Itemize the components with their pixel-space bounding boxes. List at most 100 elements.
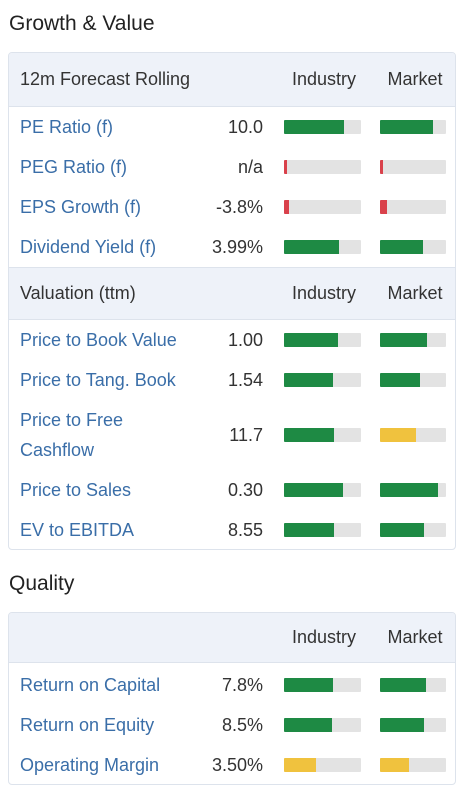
market-rank-fill — [380, 678, 427, 692]
section-title-growth-value: Growth & Value — [9, 12, 155, 35]
group-label: Valuation (ttm) — [20, 283, 136, 303]
market-rank-bar — [380, 523, 446, 537]
metric-value: 8.55 — [227, 519, 263, 540]
industry-rank-bar — [284, 718, 361, 732]
metric-row-price-to-tang-book: Price to Tang. Book 1.54 — [9, 360, 455, 400]
metric-value: 1.00 — [227, 329, 263, 350]
market-rank-fill — [380, 523, 425, 537]
industry-rank-fill — [284, 758, 317, 772]
metric-link[interactable]: Return on Equity — [20, 715, 155, 735]
metric-row-operating-margin: Operating Margin 3.50% — [9, 745, 455, 784]
industry-rank-bar — [284, 333, 361, 347]
growth-value-card: 12m Forecast Rolling Industry Market PE … — [8, 52, 456, 550]
industry-rank-fill — [284, 160, 288, 174]
industry-rank-fill — [284, 240, 340, 254]
metric-link[interactable]: Dividend Yield (f) — [20, 237, 157, 257]
quality-card: Industry Market Return on Capital 7.8% R… — [8, 612, 456, 785]
metric-row-price-to-free-cashflow: Price to Free Cashflow 11.7 — [9, 400, 455, 470]
industry-rank-bar — [284, 160, 361, 174]
market-rank-bar — [380, 678, 446, 692]
industry-rank-fill — [284, 483, 344, 497]
market-rank-fill — [380, 483, 439, 497]
metric-row-dividend-yield: Dividend Yield (f) 3.99% — [9, 227, 455, 267]
metric-value: 3.99% — [211, 236, 263, 257]
industry-rank-bar — [284, 678, 361, 692]
metric-link[interactable]: Return on Capital — [20, 675, 161, 695]
metric-value: 10.0 — [227, 116, 263, 137]
metric-value: n/a — [237, 156, 263, 177]
market-column-header: Market — [387, 69, 443, 89]
industry-rank-bar — [284, 373, 361, 387]
metric-value: 0.30 — [227, 479, 263, 500]
metric-row-price-to-sales: Price to Sales 0.30 — [9, 470, 455, 510]
metric-row-peg-ratio: PEG Ratio (f) n/a — [9, 147, 455, 187]
market-rank-fill — [380, 373, 421, 387]
market-rank-bar — [380, 373, 446, 387]
metric-value: 1.54 — [227, 369, 263, 390]
industry-rank-fill — [284, 428, 335, 442]
industry-column-header: Industry — [291, 627, 357, 647]
metric-value: 8.5% — [221, 714, 263, 735]
industry-rank-bar — [284, 483, 361, 497]
industry-rank-fill — [284, 718, 332, 732]
industry-rank-bar — [284, 200, 361, 214]
market-rank-bar — [380, 483, 446, 497]
market-rank-fill — [380, 333, 427, 347]
market-rank-fill — [380, 240, 423, 254]
industry-rank-bar — [284, 120, 361, 134]
metric-link[interactable]: PE Ratio (f) — [20, 117, 114, 137]
group-header-valuation: Valuation (ttm) Industry Market — [9, 267, 455, 320]
market-rank-bar — [380, 240, 446, 254]
group-header-forecast: 12m Forecast Rolling Industry Market — [9, 53, 455, 107]
market-rank-bar — [380, 428, 446, 442]
metric-row-eps-growth: EPS Growth (f) -3.8% — [9, 187, 455, 227]
metric-row-ev-to-ebitda: EV to EBITDA 8.55 — [9, 510, 455, 549]
metric-value: 7.8% — [221, 674, 263, 695]
market-rank-bar — [380, 200, 446, 214]
industry-column-header: Industry — [291, 283, 357, 303]
industry-rank-fill — [284, 373, 333, 387]
section-title-quality: Quality — [9, 572, 75, 595]
industry-rank-bar — [284, 240, 361, 254]
market-column-header: Market — [387, 627, 443, 647]
market-rank-fill — [380, 718, 425, 732]
market-rank-fill — [380, 200, 387, 214]
market-rank-fill — [380, 428, 417, 442]
industry-rank-fill — [284, 523, 335, 537]
industry-rank-fill — [284, 333, 338, 347]
industry-column-header: Industry — [291, 69, 357, 89]
metric-value: 11.7 — [229, 424, 263, 445]
industry-rank-fill — [284, 120, 345, 134]
market-rank-fill — [380, 160, 383, 174]
market-rank-bar — [380, 718, 446, 732]
group-label: 12m Forecast Rolling — [20, 69, 191, 89]
market-rank-bar — [380, 333, 446, 347]
metric-row-price-to-book: Price to Book Value 1.00 — [9, 320, 455, 360]
industry-rank-bar — [284, 523, 361, 537]
market-column-header: Market — [387, 283, 443, 303]
metric-link[interactable]: Price to Sales — [20, 480, 132, 500]
metric-value: -3.8% — [215, 196, 263, 217]
market-rank-bar — [380, 120, 446, 134]
metric-link[interactable]: Operating Margin — [20, 755, 160, 775]
metric-link[interactable]: Price to Free Cashflow — [20, 410, 124, 460]
metric-row-return-on-capital: Return on Capital 7.8% — [9, 665, 455, 705]
industry-rank-bar — [284, 428, 361, 442]
industry-rank-fill — [284, 200, 290, 214]
metric-link[interactable]: Price to Book Value — [20, 330, 177, 350]
market-rank-fill — [380, 120, 433, 134]
metric-link[interactable]: EV to EBITDA — [20, 520, 135, 540]
market-rank-fill — [380, 758, 410, 772]
group-header-quality: Industry Market — [9, 613, 455, 663]
metric-value: 3.50% — [211, 754, 263, 775]
market-rank-bar — [380, 160, 446, 174]
metric-link[interactable]: EPS Growth (f) — [20, 197, 142, 217]
metric-link[interactable]: Price to Tang. Book — [20, 370, 176, 390]
metric-link[interactable]: PEG Ratio (f) — [20, 157, 128, 177]
industry-rank-bar — [284, 758, 361, 772]
metric-row-pe-ratio: PE Ratio (f) 10.0 — [9, 107, 455, 147]
metric-row-return-on-equity: Return on Equity 8.5% — [9, 705, 455, 745]
market-rank-bar — [380, 758, 446, 772]
industry-rank-fill — [284, 678, 334, 692]
